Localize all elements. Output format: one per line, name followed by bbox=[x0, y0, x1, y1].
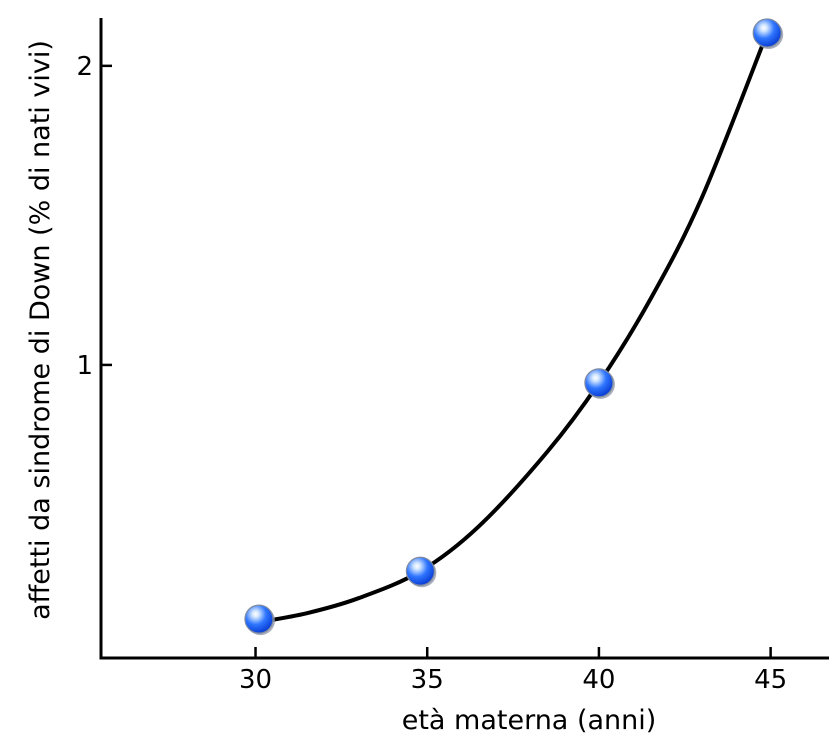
x-axis-label: età materna (anni) bbox=[402, 705, 657, 736]
labels-layer: età materna (anni) affetti da sindrome d… bbox=[25, 40, 656, 736]
data-point-marker bbox=[405, 556, 435, 586]
fit-curve-layer bbox=[256, 30, 770, 625]
data-points-layer bbox=[244, 18, 784, 636]
data-point bbox=[752, 18, 784, 49]
data-point bbox=[244, 604, 275, 636]
x-tick-label: 40 bbox=[582, 665, 615, 695]
data-point-marker bbox=[584, 368, 614, 398]
y-tick-label: 1 bbox=[76, 351, 93, 381]
data-point bbox=[584, 368, 615, 399]
y-axis-label: affetti da sindrome di Down (% di nati v… bbox=[25, 40, 56, 620]
x-tick-label: 35 bbox=[411, 665, 444, 695]
axes: 30 35 40 45 1 2 bbox=[76, 18, 829, 695]
x-tick-label: 45 bbox=[754, 665, 787, 695]
data-point-marker bbox=[244, 604, 274, 634]
y-tick-label: 2 bbox=[76, 52, 93, 82]
data-point-marker bbox=[752, 18, 782, 48]
x-tick-label: 30 bbox=[239, 665, 272, 695]
data-point bbox=[405, 556, 437, 588]
fit-curve-line bbox=[256, 30, 770, 625]
